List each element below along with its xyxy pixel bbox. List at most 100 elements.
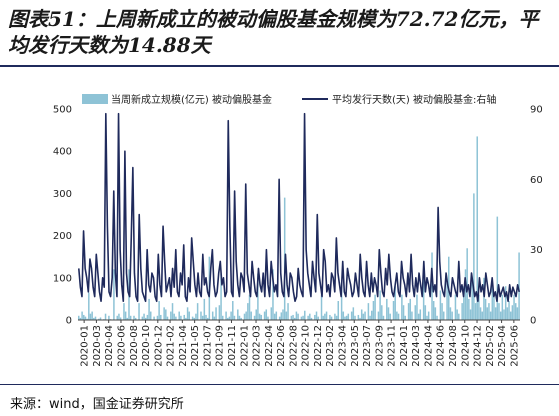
bar <box>411 311 413 320</box>
bar <box>377 311 380 320</box>
bar <box>186 307 189 320</box>
x-tick-label: 2021-05 <box>190 325 201 367</box>
bar <box>491 282 494 320</box>
bar <box>148 298 150 320</box>
x-axis: 2020-01 2020-03 2020-04 2020-06 2020-08 2020-… <box>78 319 520 367</box>
bar <box>185 317 187 320</box>
bar <box>83 314 85 320</box>
x-tick-label: 2024-12 <box>473 325 484 367</box>
bar <box>404 315 406 320</box>
bar <box>81 311 83 320</box>
bar <box>310 317 313 320</box>
legend-label-line: 平均发行天数(天) 被动偏股基金:右轴 <box>332 93 496 106</box>
bar <box>287 303 289 320</box>
bar <box>352 307 355 320</box>
bar <box>514 303 517 320</box>
bar <box>454 294 457 320</box>
legend-label-bar: 当周新成立规模(亿元) 被动偏股基金 <box>111 93 272 106</box>
bar <box>238 315 241 320</box>
bar <box>144 317 147 320</box>
bar <box>446 282 448 320</box>
bar <box>215 307 217 320</box>
bar <box>350 311 353 320</box>
bar <box>233 315 236 320</box>
bar <box>434 307 437 320</box>
bar <box>134 317 137 320</box>
bar <box>295 311 298 320</box>
bar <box>240 317 242 320</box>
bar <box>309 313 311 320</box>
bar <box>188 311 191 320</box>
x-tick-label: 2021-07 <box>202 325 213 367</box>
bar <box>354 315 356 320</box>
bar <box>397 313 400 320</box>
bar <box>381 305 383 320</box>
bar <box>163 307 165 320</box>
x-tick-label: 2022-06 <box>276 325 287 367</box>
bar <box>153 316 155 320</box>
x-tick-label: 2023-07 <box>362 325 373 367</box>
bar <box>206 317 209 320</box>
bar <box>359 317 361 320</box>
right-tick-label: 30 <box>530 245 543 256</box>
bar <box>494 307 497 320</box>
bar <box>335 315 338 320</box>
bar <box>401 294 403 320</box>
bar <box>119 317 122 320</box>
bar <box>314 314 316 320</box>
left-tick-label: 200 <box>53 231 72 242</box>
x-tick-label: 2020-06 <box>116 325 127 367</box>
x-tick-label: 2020-01 <box>80 325 91 367</box>
x-tick-label: 2021-09 <box>215 325 226 367</box>
bar <box>329 314 331 320</box>
bar <box>126 317 129 320</box>
bar <box>88 292 90 320</box>
bar <box>347 313 350 320</box>
x-tick-label: 2022-04 <box>264 325 275 367</box>
bar <box>419 309 422 320</box>
bar <box>324 313 326 320</box>
bar <box>94 316 97 320</box>
bar <box>285 311 288 320</box>
bar <box>442 311 445 320</box>
x-tick-label: 2024-08 <box>448 325 459 367</box>
x-tick-label: 2024-10 <box>460 325 471 367</box>
bar <box>325 311 328 320</box>
bar <box>518 252 520 320</box>
bar <box>509 311 512 320</box>
right-axis: 0 30 60 90 <box>530 105 543 327</box>
x-tick-label: 2023-02 <box>325 325 336 367</box>
bar <box>471 282 473 320</box>
bar <box>201 315 204 320</box>
bar <box>113 269 115 320</box>
bar <box>270 307 273 320</box>
bar <box>104 313 107 320</box>
bar <box>282 309 284 320</box>
bar <box>178 311 180 320</box>
bar <box>387 307 390 320</box>
bar <box>221 315 224 320</box>
bar <box>369 315 371 320</box>
bar <box>166 316 169 320</box>
bar <box>432 301 435 320</box>
bar <box>394 286 396 320</box>
left-tick-label: 500 <box>53 105 72 116</box>
x-tick-label: 2025-02 <box>485 325 496 367</box>
bar <box>275 311 278 320</box>
bar <box>302 315 304 320</box>
bar <box>427 311 430 320</box>
bar <box>272 269 274 320</box>
bar <box>143 313 145 320</box>
x-tick-label: 2022-01 <box>239 325 250 367</box>
bar <box>337 301 340 320</box>
bar <box>258 313 261 320</box>
bar <box>156 315 159 320</box>
bar <box>133 315 135 320</box>
bar <box>129 315 132 320</box>
series-line <box>77 112 520 303</box>
bar <box>173 313 175 320</box>
right-tick-label: 90 <box>530 105 543 116</box>
bar <box>141 316 144 320</box>
bar <box>396 311 398 320</box>
bar <box>292 314 294 320</box>
